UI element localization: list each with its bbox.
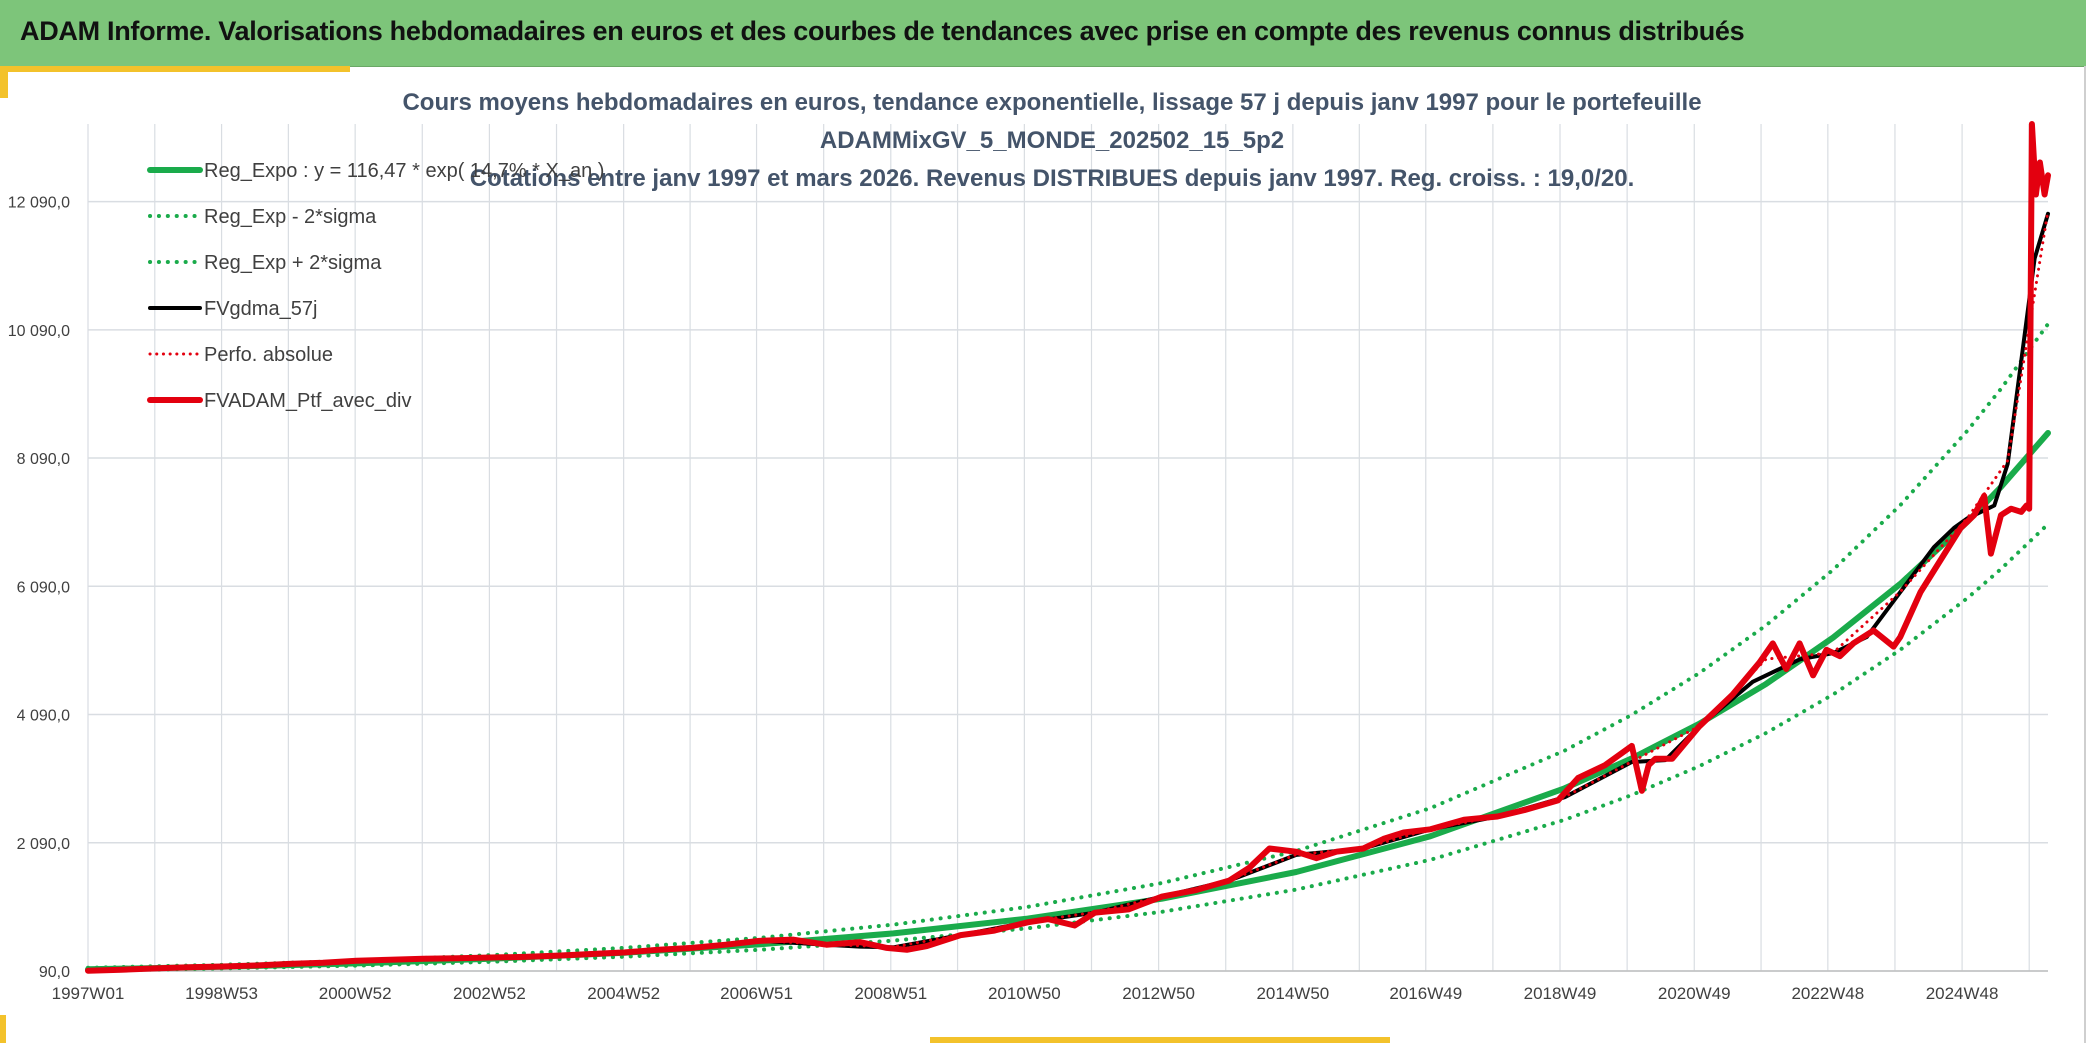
- frame-accent-bottom-left: [0, 1015, 6, 1043]
- series-line-fvadam-ptf-avec-div: [85, 121, 2051, 974]
- chart-title-line-2: ADAMMixGV_5_MONDE_202502_15_5p2: [820, 127, 1284, 154]
- y-tick-label: 2 090,0: [17, 836, 70, 853]
- x-tick-label: 1998W53: [185, 984, 258, 1003]
- frame-accent-side: [0, 66, 8, 98]
- legend-label: Reg_Exp + 2*sigma: [204, 252, 382, 274]
- x-tick-label: 2018W49: [1524, 984, 1597, 1003]
- x-tick-label: 2020W49: [1658, 984, 1731, 1003]
- y-tick-label: 4 090,0: [17, 708, 70, 725]
- legend: Reg_Expo : y = 116,47 * exp( 14,7% * X_a…: [147, 160, 604, 412]
- series-line-fvgdma-57j: [86, 211, 2050, 973]
- y-axis-ticks: 90,0 2 090,0 4 090,0 6 090,0 8 090,0 10 090,0…: [8, 195, 70, 981]
- series-line-reg-exp-2-sigma: [86, 522, 2050, 973]
- frame-accent-bottom: [930, 1037, 1390, 1043]
- x-tick-label: 2024W48: [1926, 984, 1999, 1003]
- y-tick-label: 12 090,0: [8, 195, 70, 212]
- x-tick-label: 2016W49: [1389, 984, 1462, 1003]
- y-tick-label: 10 090,0: [8, 323, 70, 340]
- y-tick-label: 90,0: [39, 964, 70, 981]
- series-line-reg-expo-y-116-47-exp-14-7-x-an: [85, 430, 2051, 973]
- chart-title-line-3: Cotations entre janv 1997 et mars 2026. …: [470, 165, 1635, 192]
- series-line-reg-exp-2-sigma: [86, 322, 2050, 970]
- y-tick-label: 6 090,0: [17, 579, 70, 596]
- x-tick-label: 2000W52: [319, 984, 392, 1003]
- chart-title: Cours moyens hebdomadaires en euros, ten…: [402, 89, 1701, 192]
- x-tick-label: 1997W01: [52, 984, 125, 1003]
- legend-label: FVgdma_57j: [204, 298, 317, 320]
- series-line-perfo-absolue: [86, 209, 2050, 973]
- chart-title-line-1: Cours moyens hebdomadaires en euros, ten…: [402, 89, 1701, 116]
- series-layer: [85, 121, 2051, 974]
- x-tick-label: 2012W50: [1122, 984, 1195, 1003]
- legend-label: FVADAM_Ptf_avec_div: [204, 390, 412, 412]
- x-tick-label: 2022W48: [1791, 984, 1864, 1003]
- legend-label: Perfo. absolue: [204, 344, 333, 366]
- legend-label: Reg_Expo : y = 116,47 * exp( 14,7% * X_a…: [204, 160, 604, 182]
- chart: Cours moyens hebdomadaires en euros, ten…: [8, 89, 2051, 1003]
- x-tick-label: 2014W50: [1256, 984, 1329, 1003]
- x-tick-label: 2010W50: [988, 984, 1061, 1003]
- frame-accent-top-left: [0, 66, 350, 72]
- y-tick-label: 8 090,0: [17, 451, 70, 468]
- x-axis-ticks: 1997W01 1998W53 2000W52 2002W52 2004W52 2006W…: [52, 984, 1999, 1003]
- x-tick-label: 2004W52: [587, 984, 660, 1003]
- grid-layer: [87, 124, 2048, 972]
- header-title: ADAM Informe. Valorisations hebdomadaire…: [20, 16, 1745, 46]
- x-tick-label: 2002W52: [453, 984, 526, 1003]
- x-tick-label: 2008W51: [854, 984, 927, 1003]
- x-tick-label: 2006W51: [720, 984, 793, 1003]
- header-bar: ADAM Informe. Valorisations hebdomadaire…: [0, 0, 2086, 67]
- frame-right-border: [2084, 66, 2086, 1043]
- legend-label: Reg_Exp - 2*sigma: [204, 206, 377, 228]
